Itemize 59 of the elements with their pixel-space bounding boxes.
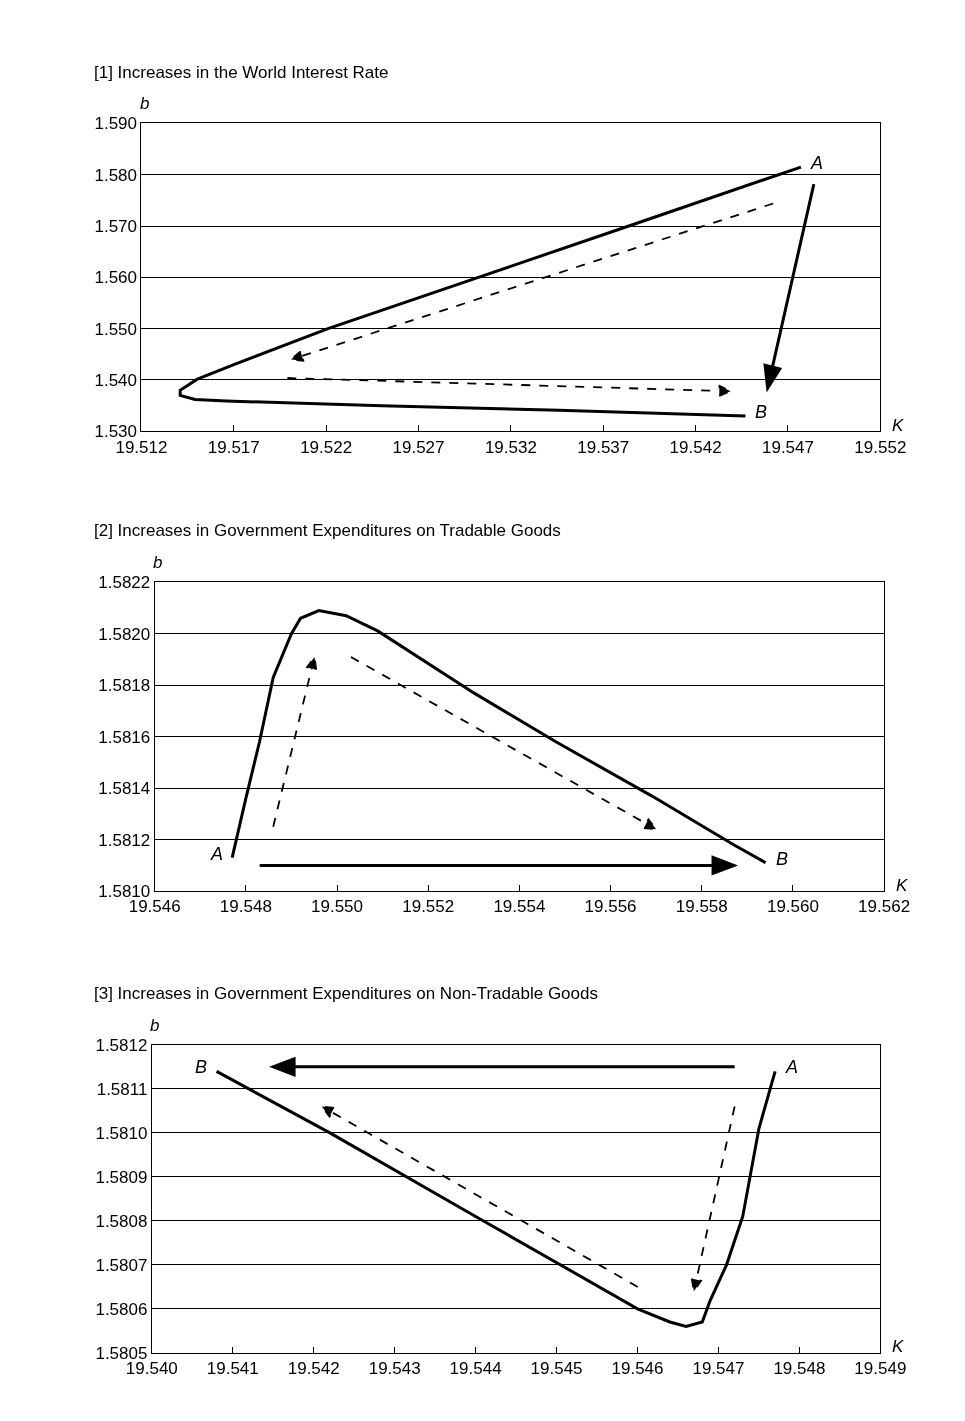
y-axis-title: b [150,1016,160,1035]
chart-title: [1] Increases in the World Interest Rate [94,63,389,82]
x-tick-label: 19.562 [858,897,911,917]
x-tick-label: 19.546 [611,1359,664,1379]
x-tick-label: 19.545 [530,1359,583,1379]
y-tick-label: 1.5812 [98,830,151,850]
x-tick-label: 19.558 [675,897,728,917]
x-tick-label: 19.517 [207,437,260,457]
x-tick-label: 19.547 [692,1359,745,1379]
x-tick-label: 19.542 [669,437,722,457]
x-tick-label: 19.543 [368,1359,421,1379]
y-tick-label: 1.5811 [96,1079,148,1099]
annotation: A [785,1057,799,1077]
y-tick-label: 1.5810 [95,1123,148,1143]
y-tick-label: 1.5806 [95,1299,148,1319]
x-axis-title: K [896,876,908,895]
x-tick-label: 19.537 [577,437,630,457]
x-tick-label: 19.544 [449,1359,502,1379]
x-tick-label: 19.542 [287,1359,340,1379]
y-tick-label: 1.5812 [95,1035,148,1055]
x-tick-label: 19.547 [761,437,814,457]
x-tick-label: 19.541 [206,1359,259,1379]
annotation: A [210,844,224,864]
y-tick-label: 1.550 [94,319,138,339]
y-tick-label: 1.580 [94,165,138,185]
y-tick-label: 1.570 [94,217,138,237]
annotation: B [776,849,789,869]
y-tick-label: 1.5814 [98,779,151,799]
x-tick-label: 19.532 [484,437,537,457]
x-tick-label: 19.556 [584,897,637,917]
x-tick-label: 19.522 [300,437,353,457]
chart-title: [2] Increases in Government Expenditures on Tradable Goods [94,521,561,540]
x-axis-title: K [892,1337,904,1356]
y-tick-label: 1.5816 [98,727,151,747]
annotation: A [810,153,824,173]
y-tick-label: 1.5820 [98,624,151,644]
chart-title: [3] Increases in Government Expenditures on Non-Tradable Goods [94,984,598,1003]
y-tick-label: 1.5808 [95,1211,148,1231]
x-tick-label: 19.527 [392,437,445,457]
y-tick-label: 1.5818 [98,676,151,696]
y-tick-label: 1.590 [94,114,138,134]
y-axis-title: b [140,94,150,113]
annotation: B [755,402,768,422]
y-tick-label: 1.540 [94,370,138,390]
x-axis-title: K [892,416,904,435]
x-tick-label: 19.554 [493,897,546,917]
y-tick-label: 1.5822 [98,573,151,593]
x-tick-label: 19.560 [766,897,819,917]
x-tick-label: 19.550 [311,897,364,917]
annotation: B [195,1057,208,1077]
y-tick-label: 1.5809 [95,1167,148,1187]
y-tick-label: 1.560 [94,268,138,288]
y-axis-title: b [153,553,163,572]
x-tick-label: 19.549 [854,1359,907,1379]
x-tick-label: 19.548 [219,897,272,917]
x-tick-label: 19.552 [854,437,907,457]
x-tick-label: 19.548 [773,1359,826,1379]
y-tick-label: 1.5807 [95,1255,148,1275]
x-tick-label: 19.552 [402,897,455,917]
